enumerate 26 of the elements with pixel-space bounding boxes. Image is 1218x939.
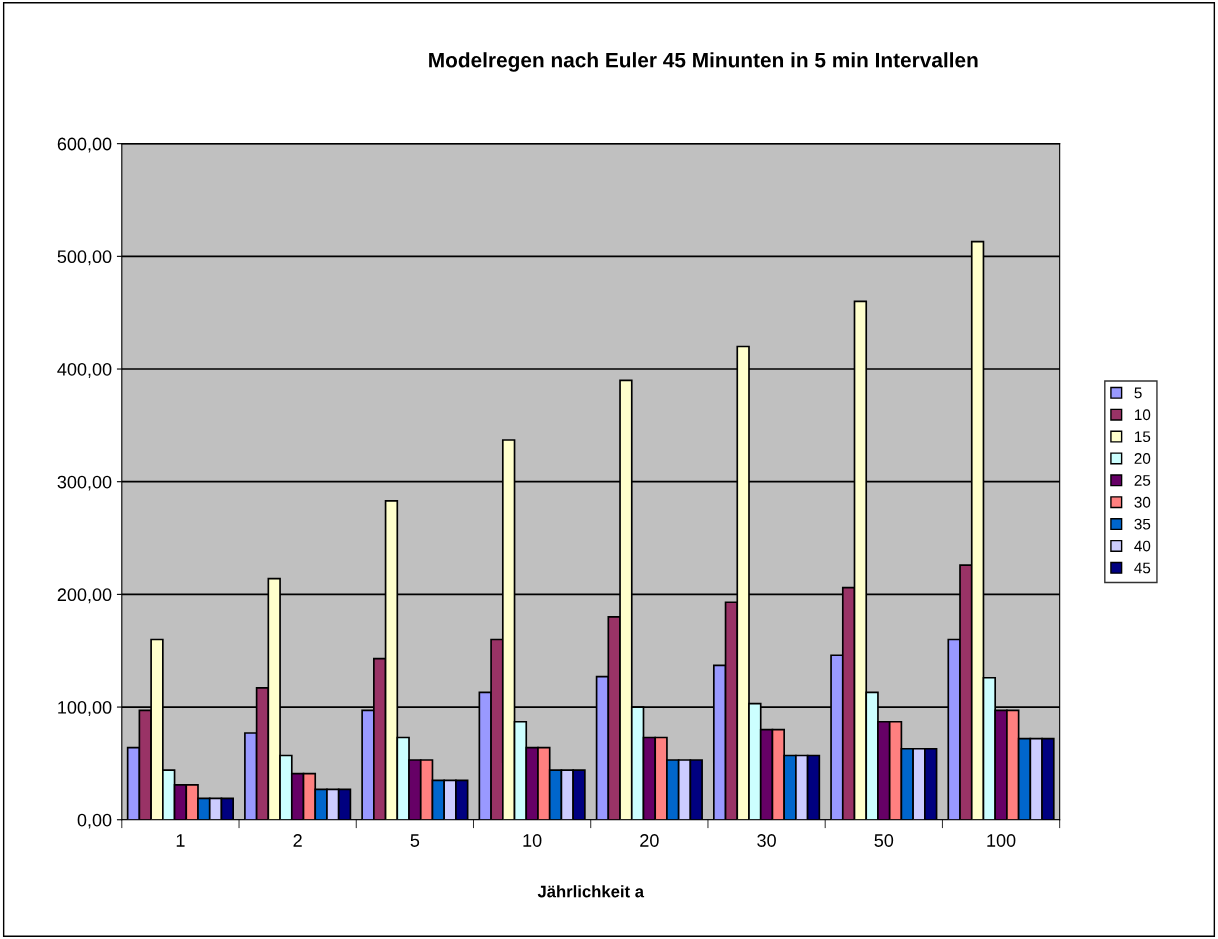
legend-label: 20 xyxy=(1134,453,1151,464)
y-tick-label: 300,00 xyxy=(57,475,112,491)
legend-label: 30 xyxy=(1134,496,1151,508)
y-tick-label: 500,00 xyxy=(57,250,112,266)
x-axis-title: Jährlichkeit a xyxy=(537,885,645,898)
x-tick-label: 1 xyxy=(176,834,185,847)
y-tick-label: 100,00 xyxy=(58,701,112,716)
legend-label: 35 xyxy=(1134,518,1151,530)
x-tick-label: 30 xyxy=(757,834,776,847)
legend-label: 45 xyxy=(1134,562,1151,574)
legend-label: 15 xyxy=(1135,431,1151,443)
x-tick-label: 50 xyxy=(874,834,894,847)
legend-label: 10 xyxy=(1135,409,1151,421)
legend-label: 5 xyxy=(1134,387,1142,399)
x-tick-label: 100 xyxy=(987,834,1016,847)
legend-label: 40 xyxy=(1134,540,1151,552)
y-tick-label: 200,00 xyxy=(57,588,112,604)
y-tick-label: 400,00 xyxy=(57,362,112,378)
x-tick-label: 5 xyxy=(410,834,420,847)
x-tick-label: 2 xyxy=(293,834,302,847)
legend-label: 25 xyxy=(1134,474,1151,486)
chart-title: Modelregen nach Euler 45 Minunten in 5 min Intervallen xyxy=(429,52,978,72)
y-tick-label: 0,00 xyxy=(77,813,112,829)
y-tick-label: 600,00 xyxy=(57,137,112,153)
x-tick-label: 10 xyxy=(523,834,542,847)
x-tick-label: 20 xyxy=(640,834,659,847)
